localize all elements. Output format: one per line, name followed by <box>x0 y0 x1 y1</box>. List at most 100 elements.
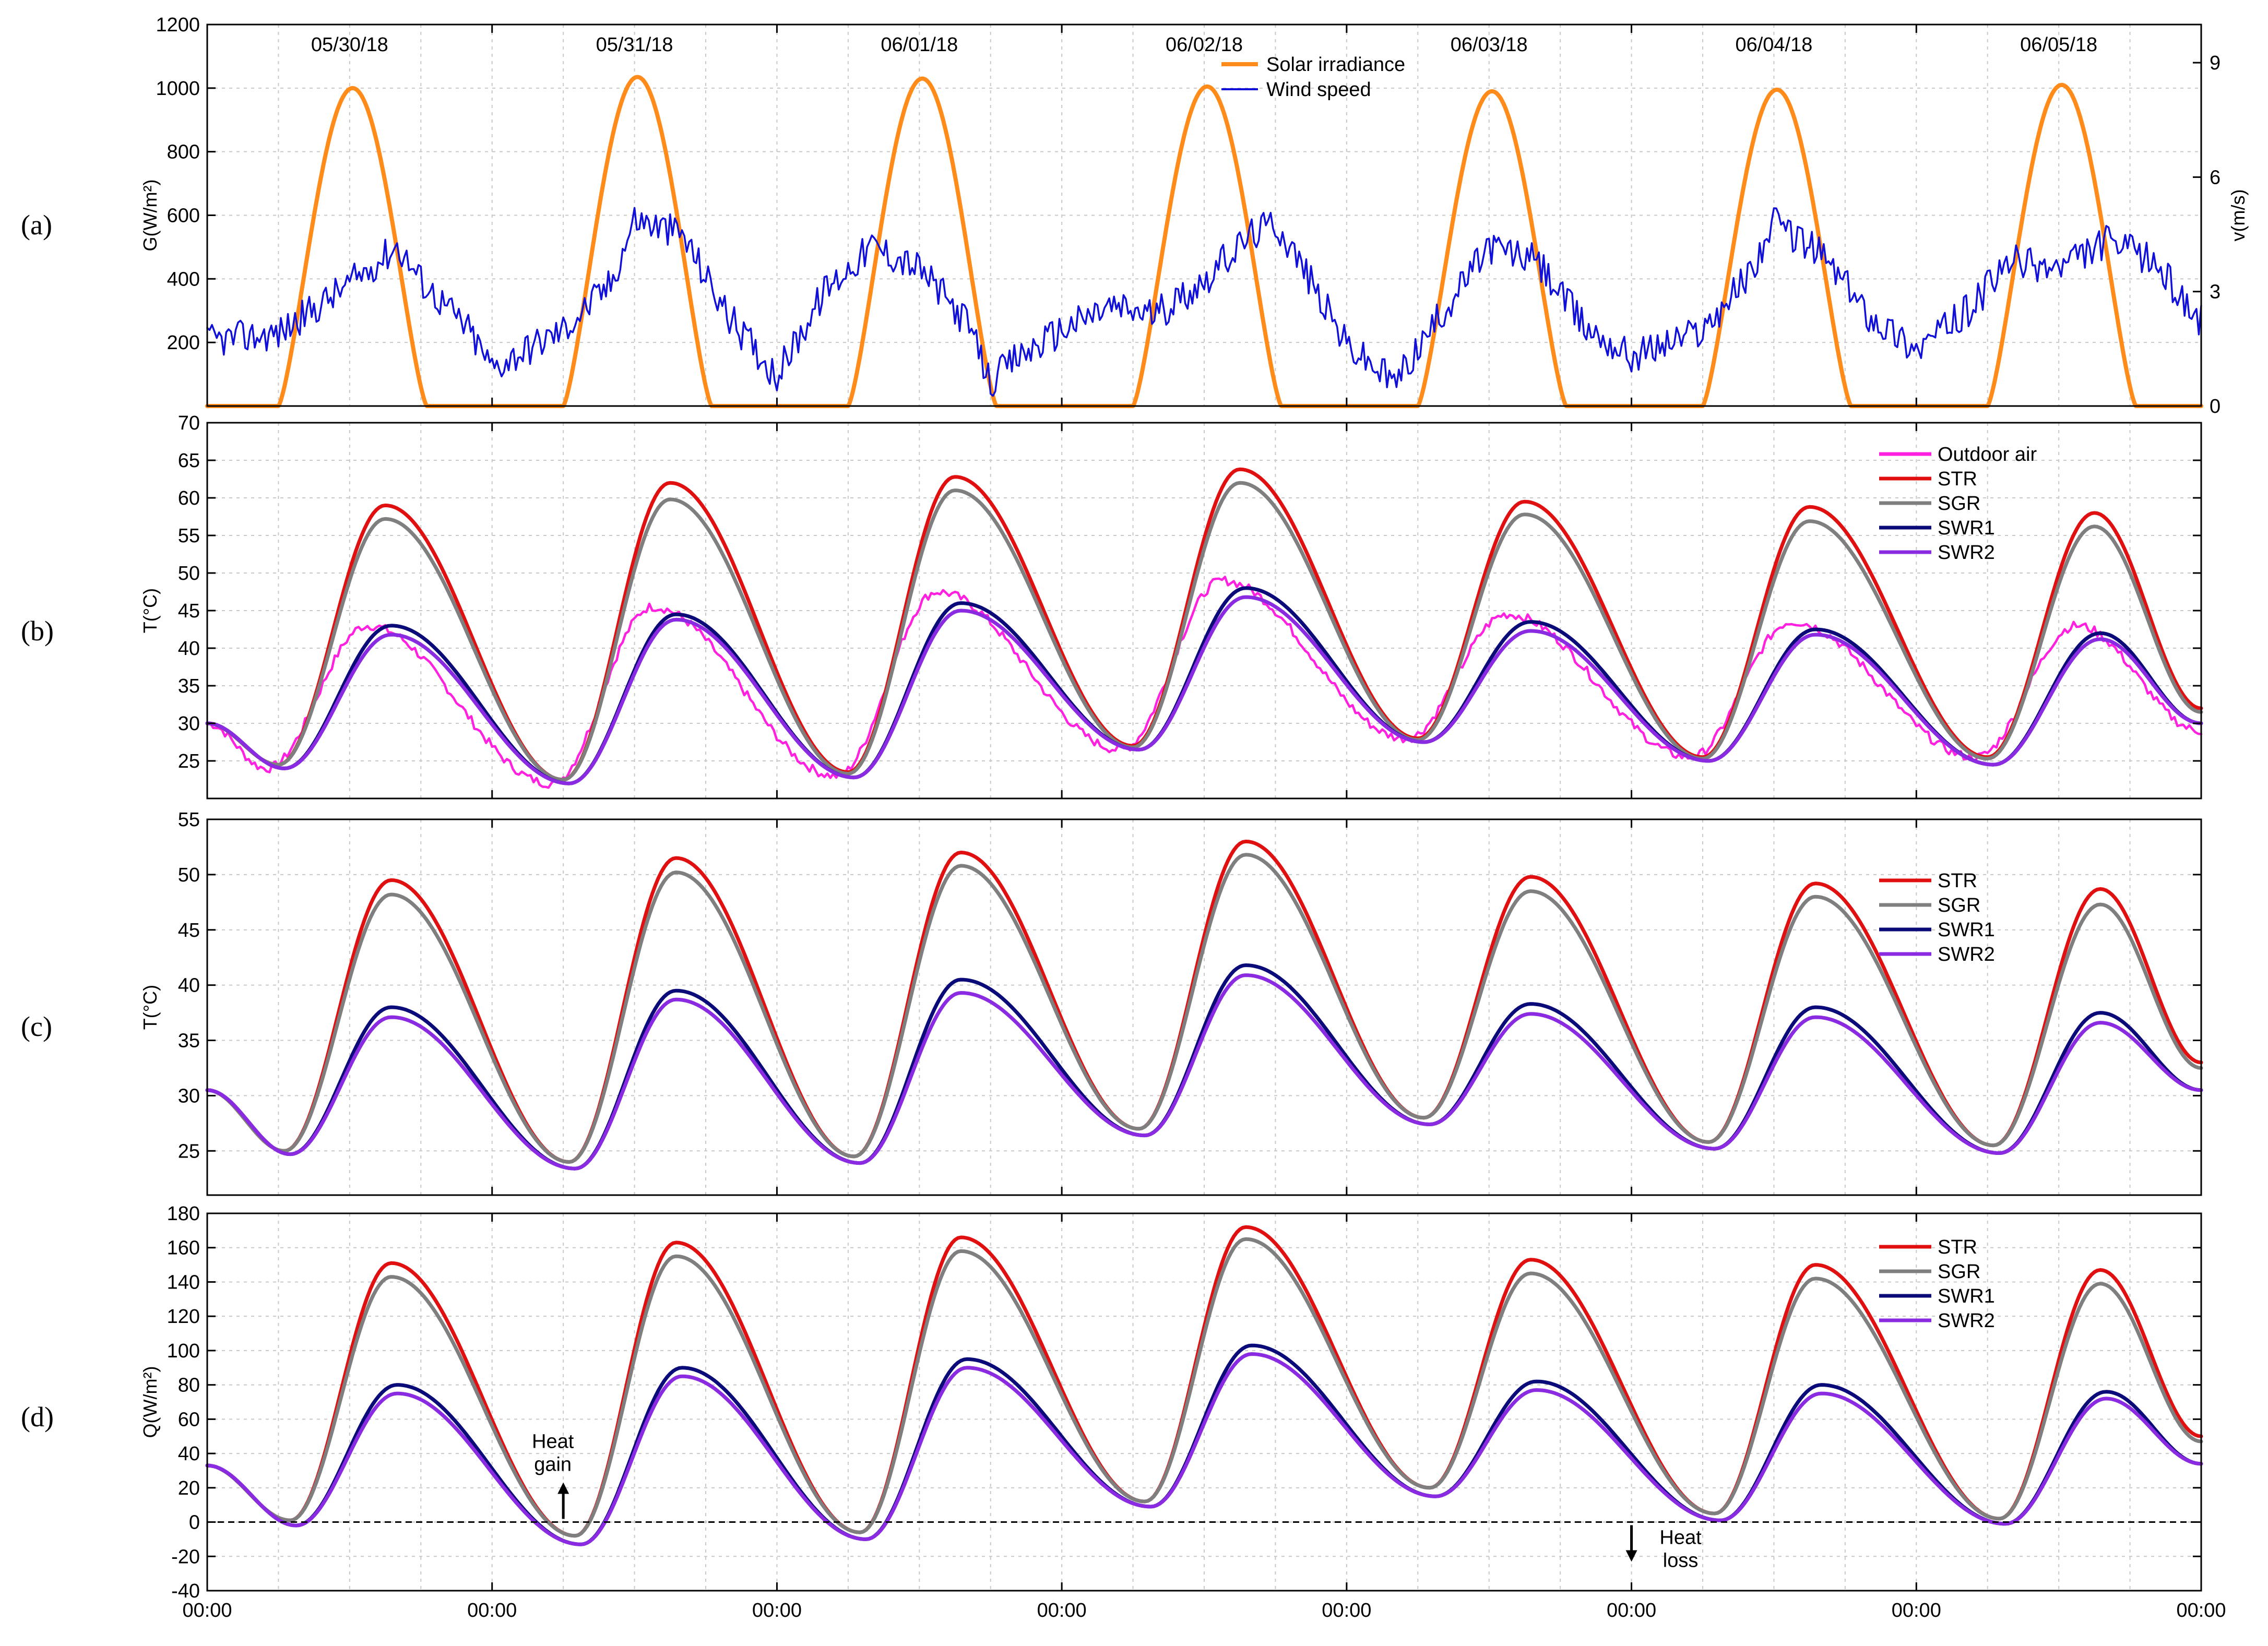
annotation-text: Heat <box>532 1431 574 1453</box>
plot-frame-c <box>206 818 2202 1196</box>
date-label: 05/30/18 <box>311 34 388 56</box>
x-tick-label: 00:00 <box>1037 1600 1087 1621</box>
date-label: 06/03/18 <box>1451 34 1528 56</box>
y-tick-label: 20 <box>178 1477 200 1499</box>
series-swr2 <box>205 973 2203 1171</box>
date-label: 05/31/18 <box>596 34 673 56</box>
heat-gain-arrowhead <box>557 1482 569 1494</box>
y-tick-label: 50 <box>178 864 200 886</box>
y-tick-label: 0 <box>189 1512 200 1534</box>
grid-layer <box>207 25 2201 1591</box>
y2-tick-label: 3 <box>2210 281 2220 303</box>
frames-layer <box>206 23 2202 1592</box>
y-tick-label: 25 <box>178 1140 200 1162</box>
legend-label: STR <box>1938 1236 1977 1258</box>
series-sgr <box>205 481 2203 782</box>
plot-frame-d <box>206 1212 2202 1592</box>
legend-label: Wind speed <box>1266 79 1371 101</box>
series-swr2 <box>205 595 2203 785</box>
legend-label: SWR2 <box>1938 944 1995 965</box>
legend-label: STR <box>1938 870 1977 892</box>
y-tick-label: 70 <box>178 412 200 434</box>
y-tick-label: 80 <box>178 1375 200 1397</box>
heat-loss-arrowhead <box>1625 1550 1637 1562</box>
y-tick-label: 400 <box>167 268 200 290</box>
annotation-text: gain <box>534 1454 572 1476</box>
y-tick-label: 40 <box>178 975 200 997</box>
date-label: 06/04/18 <box>1735 34 1812 56</box>
y-tick-label: 200 <box>167 332 200 354</box>
legend-label: Solar irradiance <box>1266 54 1405 76</box>
x-tick-label: 00:00 <box>2176 1600 2226 1621</box>
x-tick-label: 00:00 <box>182 1600 232 1621</box>
y-axis-title: Q(W/m²) <box>139 1366 161 1438</box>
series-swr2 <box>205 1352 2203 1546</box>
x-tick-label: 00:00 <box>1607 1600 1656 1621</box>
panel-label: (b) <box>21 615 54 647</box>
legend-label: SWR2 <box>1938 542 1995 564</box>
y-axis-title: T(°C) <box>139 588 161 633</box>
x-tick-label: 00:00 <box>752 1600 802 1621</box>
y-tick-label: 800 <box>167 141 200 163</box>
y-tick-label: 45 <box>178 920 200 941</box>
y-tick-label: -20 <box>171 1546 200 1568</box>
y-tick-label: 55 <box>178 525 200 547</box>
y-tick-label: 60 <box>178 1409 200 1430</box>
series-sgr <box>205 853 2203 1164</box>
legend-label: STR <box>1938 468 1977 490</box>
y-tick-label: 35 <box>178 675 200 697</box>
y2-tick-label: 6 <box>2210 166 2220 188</box>
x-tick-label: 00:00 <box>1322 1600 1371 1621</box>
x-tick-label: 00:00 <box>1892 1600 1941 1621</box>
y-tick-label: 50 <box>178 563 200 585</box>
y-tick-label: 35 <box>178 1030 200 1052</box>
panel-label: (d) <box>21 1401 54 1433</box>
y-tick-label: -40 <box>171 1580 200 1602</box>
panel-label: (a) <box>21 209 52 241</box>
y-tick-label: 30 <box>178 713 200 735</box>
series-sgr <box>205 1237 2203 1538</box>
series-solar-irradiance <box>205 75 2203 408</box>
annotation-text: Heat <box>1659 1527 1702 1549</box>
date-label: 06/05/18 <box>2020 34 2097 56</box>
legend-label: SWR1 <box>1938 919 1995 941</box>
x-tick-label: 00:00 <box>467 1600 517 1621</box>
y-tick-label: 1000 <box>156 78 200 100</box>
panel-label: (c) <box>21 1011 52 1042</box>
y-tick-label: 55 <box>178 809 200 831</box>
y-tick-label: 40 <box>178 638 200 660</box>
y-tick-label: 1200 <box>156 14 200 36</box>
legend-label: SGR <box>1938 894 1980 916</box>
y2-tick-label: 0 <box>2210 396 2220 418</box>
legend-label: SWR1 <box>1938 517 1995 539</box>
y-tick-label: 25 <box>178 750 200 772</box>
y-tick-label: 180 <box>167 1203 200 1225</box>
series-outdoor-air <box>206 576 2203 789</box>
y-tick-label: 160 <box>167 1237 200 1259</box>
y2-axis-title: v(m/s) <box>2227 189 2249 242</box>
legend-label: SGR <box>1938 1261 1980 1283</box>
date-label: 06/02/18 <box>1166 34 1243 56</box>
y-axis-title: G(W/m²) <box>139 180 161 252</box>
y-tick-label: 30 <box>178 1085 200 1107</box>
y-tick-label: 65 <box>178 450 200 472</box>
y2-tick-label: 9 <box>2210 52 2220 74</box>
text-layer: 20040060080010001200G(W/m²)(a)0369v(m/s)… <box>21 14 2249 1621</box>
legend-label: Outdoor air <box>1938 444 2037 466</box>
series-str <box>205 467 2203 782</box>
y-tick-label: 60 <box>178 487 200 509</box>
y-tick-label: 120 <box>167 1306 200 1328</box>
y-tick-label: 45 <box>178 600 200 622</box>
y-tick-label: 100 <box>167 1340 200 1362</box>
y-axis-title: T(°C) <box>139 985 161 1030</box>
date-label: 06/01/18 <box>881 34 958 56</box>
y-tick-label: 40 <box>178 1443 200 1465</box>
y-tick-label: 140 <box>167 1271 200 1293</box>
legend-label: SWR1 <box>1938 1285 1995 1307</box>
legend-label: SWR2 <box>1938 1310 1995 1332</box>
series-wind-speed <box>206 207 2202 397</box>
annotation-text: loss <box>1663 1550 1699 1572</box>
y-tick-label: 600 <box>167 205 200 227</box>
legend-label: SGR <box>1938 493 1980 515</box>
